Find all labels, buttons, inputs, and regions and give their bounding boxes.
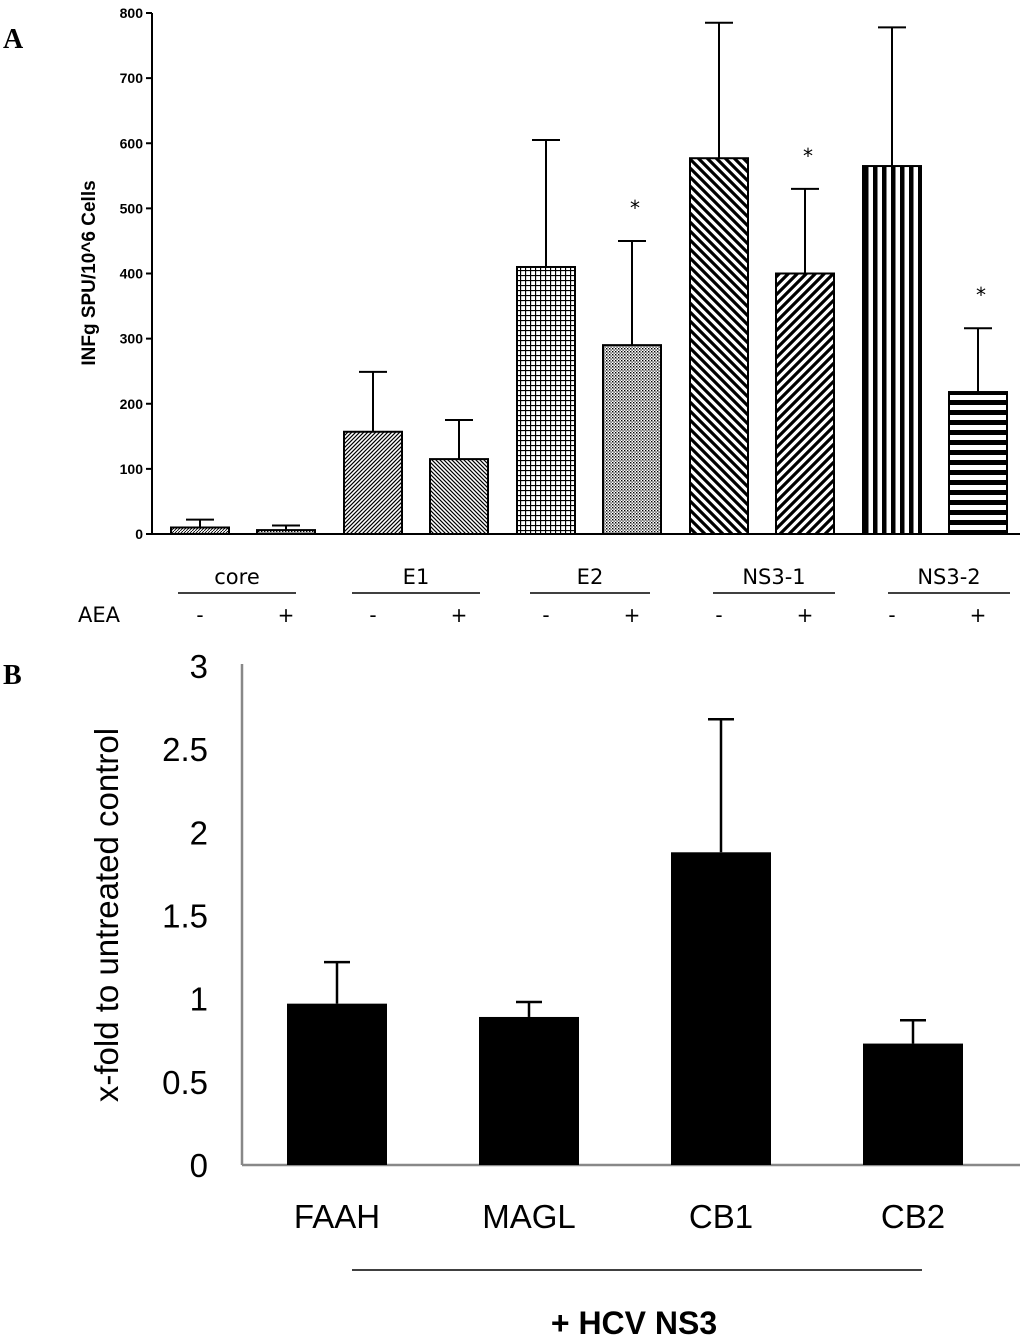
b-y-tick-label: 1.5 [162, 898, 208, 935]
panel-b-label: B [3, 660, 22, 691]
a-y-tick-label: 700 [120, 70, 144, 86]
a-bar [343, 430, 403, 535]
a-aea-sign: + [278, 603, 295, 627]
a-aea-sign: - [715, 603, 722, 627]
a-aea-sign: + [797, 603, 814, 627]
b-y-tick-label: 1 [190, 981, 208, 1018]
a-bar [689, 157, 749, 535]
a-aea-sign: - [888, 603, 895, 627]
a-aea-row-label: AEA [78, 603, 121, 627]
panel-a-label: A [3, 24, 24, 55]
a-bar [948, 391, 1008, 535]
a-bar [775, 272, 835, 535]
b-y-tick-label: 2 [190, 814, 208, 851]
a-y-tick-label: 300 [120, 331, 144, 347]
a-aea-sign: - [369, 603, 376, 627]
b-category-label: FAAH [294, 1198, 380, 1235]
a-y-tick-label: 500 [120, 200, 144, 216]
a-y-tick-label: 100 [120, 461, 144, 477]
a-y-tick-label: 600 [120, 135, 144, 151]
b-category-label: CB2 [881, 1198, 945, 1235]
a-y-tick-label: 800 [120, 5, 144, 21]
b-y-tick-label: 2.5 [162, 731, 208, 768]
a-group-label: E1 [403, 565, 430, 589]
a-group-label: E2 [577, 565, 604, 589]
a-y-tick-label: 0 [135, 526, 143, 542]
a-aea-sign: + [624, 603, 641, 627]
a-bar [862, 165, 922, 535]
b-bar [287, 1003, 387, 1165]
b-y-tick-label: 3 [190, 648, 208, 685]
a-aea-sign: + [451, 603, 468, 627]
a-y-tick-label: 400 [120, 266, 144, 282]
b-bar [671, 852, 771, 1165]
a-aea-sign: - [542, 603, 549, 627]
a-significance-star: * [630, 196, 640, 220]
a-aea-sign: + [970, 603, 987, 627]
panel-a-chart: 0 100 200 300 400 500 600 700 800 INFg SPU/10^6 … [78, 5, 1020, 627]
b-footer-label: + HCV NS3 [551, 1305, 717, 1341]
a-significance-star: * [803, 144, 813, 168]
b-bar [863, 1043, 963, 1165]
panel-b-chart: 0 0.5 1 1.5 2 2.5 3 x-fold to untreated contro… [88, 648, 1020, 1341]
b-y-tick-label: 0.5 [162, 1064, 208, 1101]
a-group-label: core [214, 565, 260, 589]
b-y-tick-label: 0 [190, 1147, 208, 1184]
a-bar [429, 458, 489, 536]
b-category-label: MAGL [482, 1198, 576, 1235]
b-y-axis-title: x-fold to untreated control [88, 728, 125, 1102]
a-group-label: NS3-1 [742, 565, 805, 589]
a-y-axis-title: INFg SPU/10^6 Cells [79, 180, 100, 365]
b-category-label: CB1 [689, 1198, 753, 1235]
a-y-tick-label: 200 [120, 396, 144, 412]
a-aea-sign: - [196, 603, 203, 627]
a-bar [170, 526, 230, 535]
a-group-label: NS3-2 [917, 565, 980, 589]
b-bar [479, 1016, 579, 1165]
a-bar [602, 344, 662, 536]
a-significance-star: * [976, 283, 986, 307]
a-bar [256, 529, 316, 536]
a-bar [516, 265, 576, 535]
